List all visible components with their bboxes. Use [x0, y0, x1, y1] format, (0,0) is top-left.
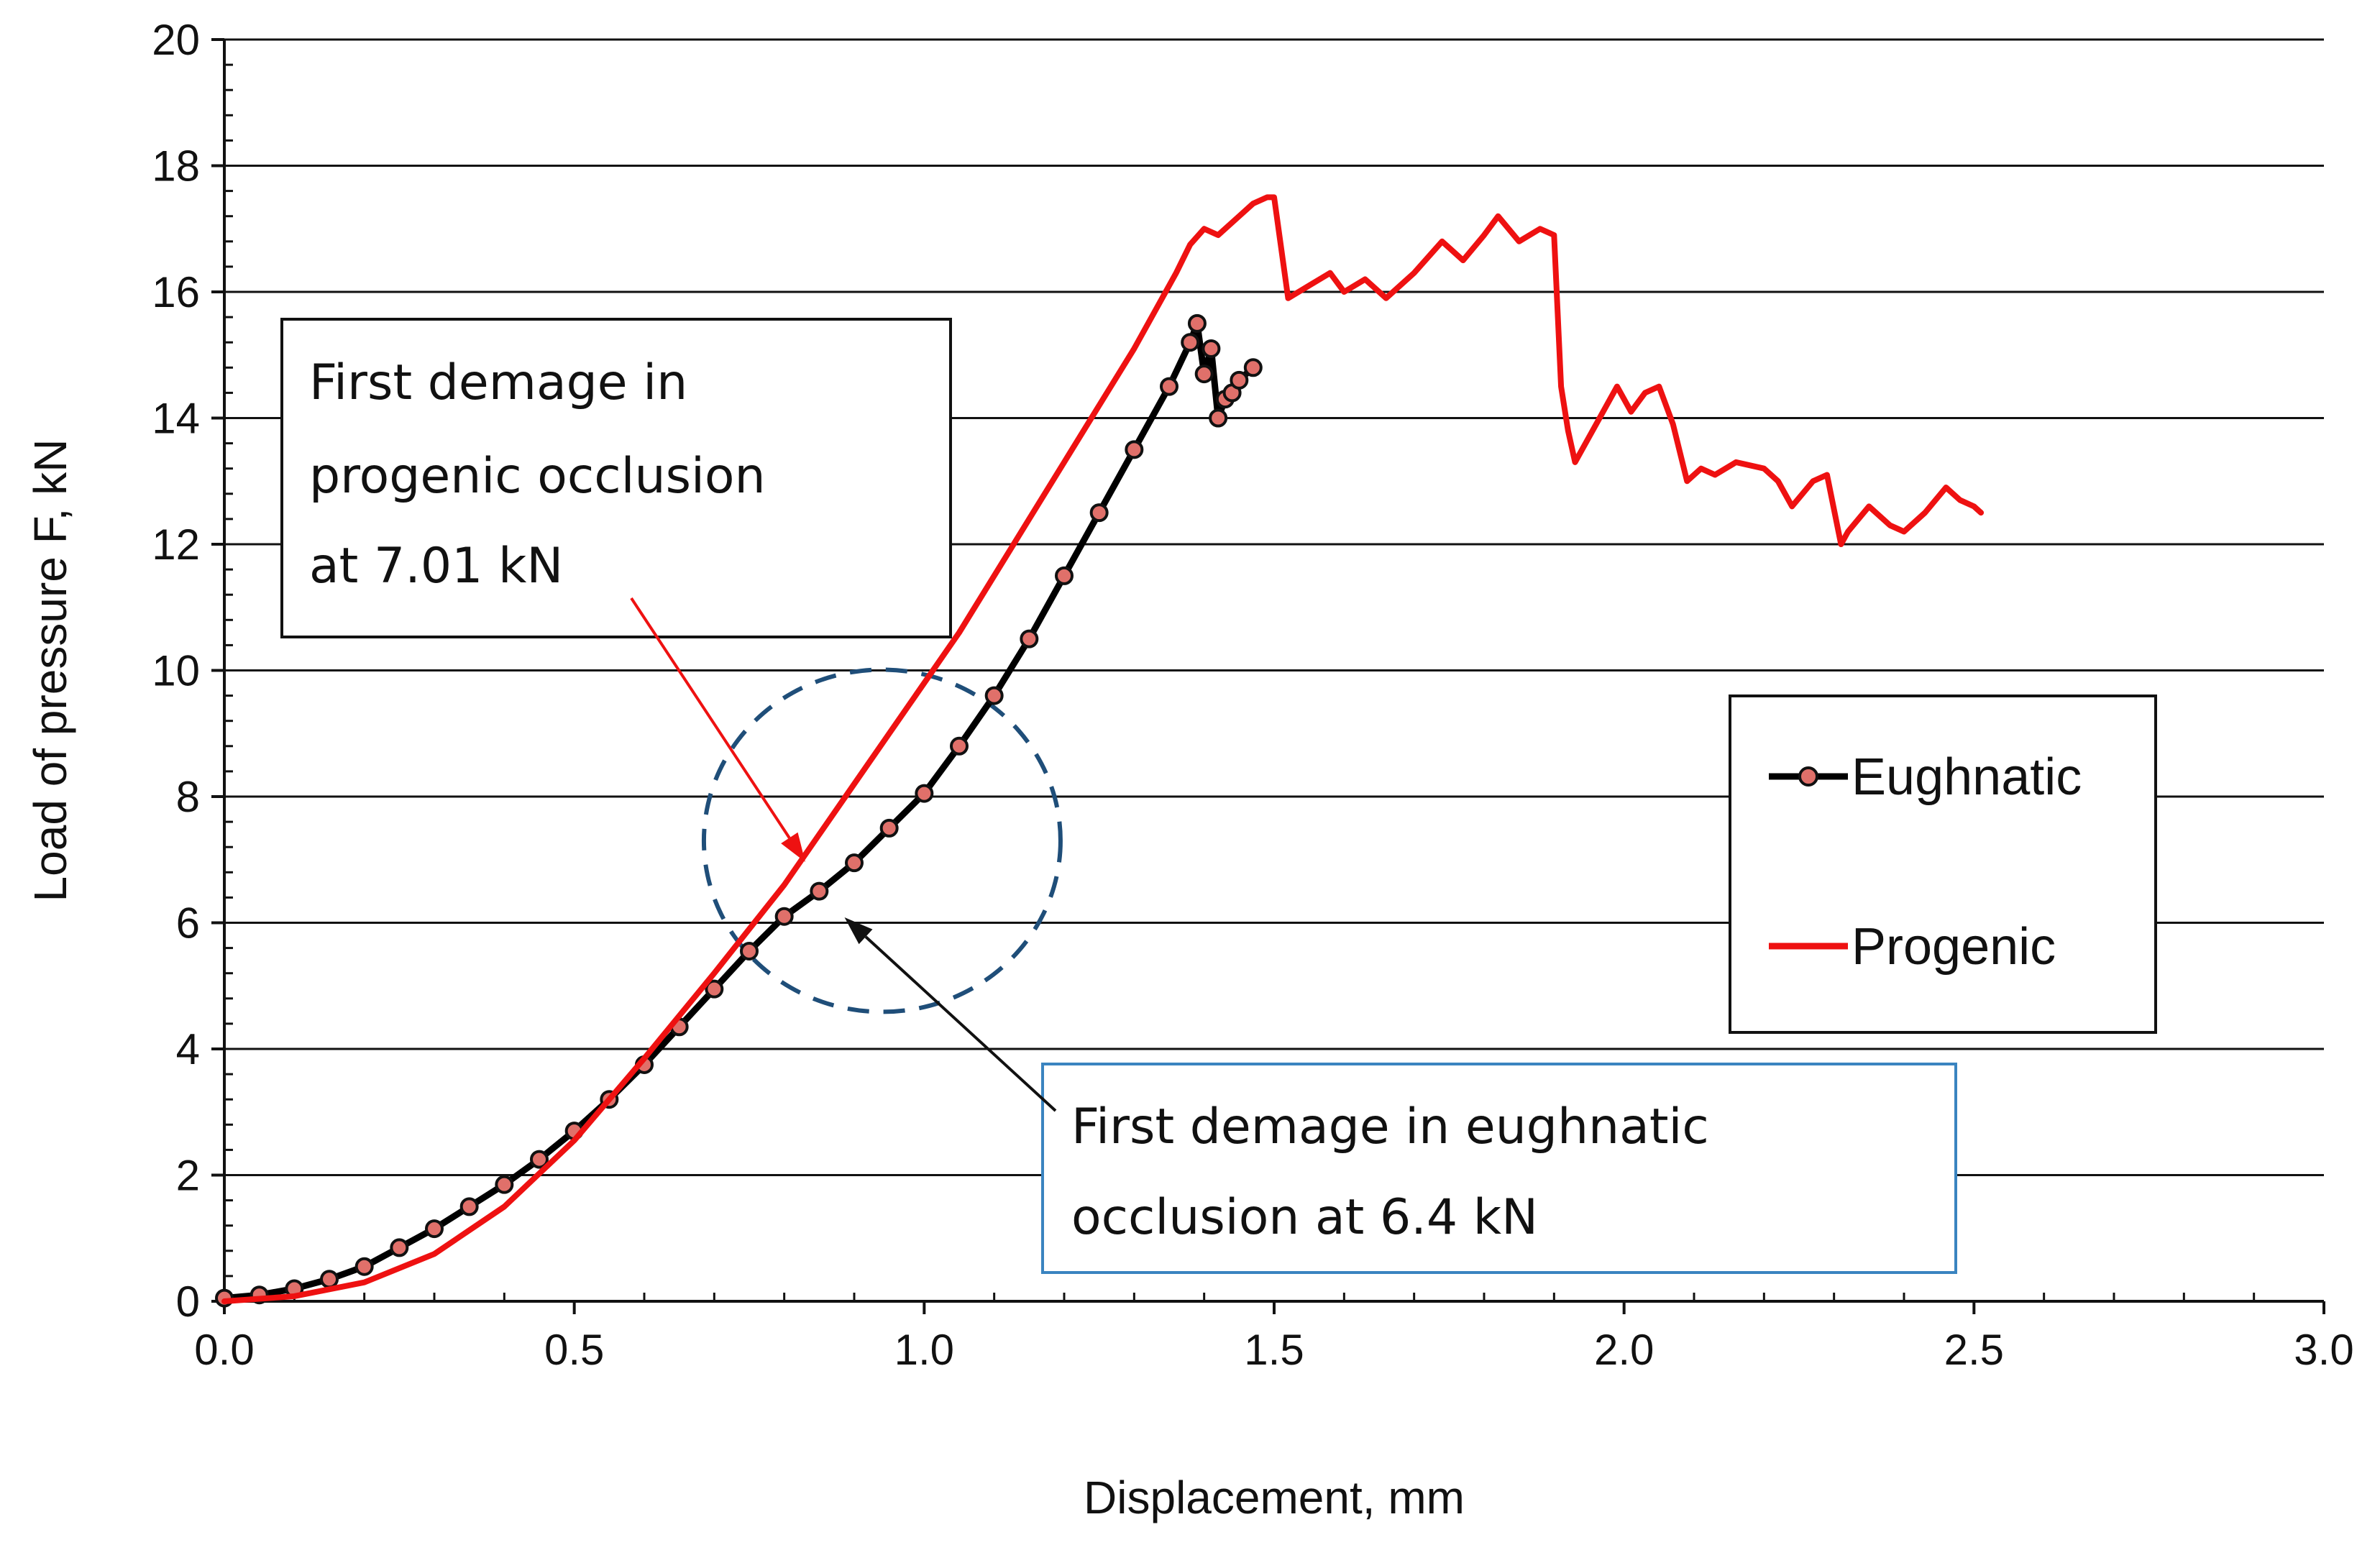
annotation-eughnatic-box: [1041, 1063, 1957, 1274]
data-point-eughnatic: [1160, 377, 1178, 396]
series-markers-eughnatic: [215, 313, 1263, 1308]
annotation-eughnatic: First demage in eughnatic occlusion at 6…: [844, 917, 1957, 1274]
x-tick-label-2.5: 2.5: [1944, 1326, 2004, 1374]
annotation-progenic-arrowhead: [781, 832, 805, 862]
y-tick-label-4: 4: [176, 1025, 200, 1073]
data-point-eughnatic: [1020, 629, 1039, 648]
data-point-eughnatic: [740, 941, 759, 961]
series-layer: [215, 194, 1985, 1308]
x-tick-label-0: 0.0: [194, 1326, 254, 1374]
annotation-progenic-line-2: progenic occlusion: [309, 448, 766, 505]
data-point-eughnatic: [810, 881, 829, 901]
x-axis-label: Displacement, mm: [1084, 1472, 1465, 1523]
annotation-eughnatic-line-1: First demage in eughnatic: [1071, 1099, 1709, 1155]
legend: Eughnatic Progenic: [1729, 694, 2157, 1034]
data-point-eughnatic: [495, 1175, 514, 1194]
data-point-eughnatic: [320, 1270, 339, 1289]
annotation-eughnatic-line-2: occlusion at 6.4 kN: [1071, 1189, 1538, 1246]
data-point-eughnatic: [1230, 370, 1249, 390]
legend-label-eughnatic: Eughnatic: [1852, 748, 2082, 806]
data-point-eughnatic: [984, 686, 1004, 705]
data-point-eughnatic: [1209, 408, 1228, 428]
data-point-eughnatic: [390, 1238, 409, 1257]
data-point-eughnatic: [1089, 503, 1109, 523]
data-point-eughnatic: [1181, 333, 1200, 352]
data-point-eughnatic: [1055, 566, 1074, 585]
data-point-eughnatic: [459, 1197, 479, 1216]
y-tick-label-16: 16: [152, 268, 200, 316]
legend-label-progenic: Progenic: [1852, 918, 2056, 976]
x-tick-label-2: 2.0: [1594, 1326, 1654, 1374]
x-tick-label-3: 3.0: [2294, 1326, 2353, 1374]
y-axis-label: Load of pressure F, kN: [24, 439, 76, 902]
y-tick-label-12: 12: [152, 521, 200, 569]
y-tick-label-20: 20: [152, 16, 200, 64]
data-point-eughnatic: [915, 784, 934, 803]
data-point-eughnatic: [845, 853, 864, 873]
data-point-eughnatic: [879, 818, 899, 838]
data-point-eughnatic: [950, 736, 969, 756]
series-line-progenic: [221, 194, 1985, 1304]
annotation-progenic: First demage in progenic occlusion at 7.…: [280, 318, 952, 862]
y-tick-label-10: 10: [152, 647, 200, 695]
y-tick-label-2: 2: [176, 1152, 200, 1200]
y-tick-label-14: 14: [152, 395, 200, 443]
annotation-eughnatic-arrow: [864, 935, 1057, 1112]
highlight-circle: [701, 667, 1063, 1014]
legend-box: [1729, 694, 2157, 1034]
data-point-eughnatic: [705, 979, 724, 999]
x-tick-label-0.5: 0.5: [544, 1326, 604, 1374]
data-point-eughnatic: [774, 907, 794, 926]
data-point-eughnatic: [530, 1150, 549, 1169]
data-point-eughnatic: [1187, 313, 1207, 333]
annotation-progenic-line-1: First demage in: [309, 354, 687, 411]
data-point-eughnatic: [1194, 365, 1214, 384]
data-point-eughnatic: [1125, 440, 1144, 459]
annotation-progenic-box: [280, 318, 952, 638]
data-point-eughnatic: [425, 1219, 444, 1239]
annotation-progenic-line-3: at 7.01 kN: [309, 538, 563, 595]
x-tick-label-1.5: 1.5: [1244, 1326, 1304, 1374]
data-point-eughnatic: [1202, 339, 1221, 358]
y-tick-label-0: 0: [176, 1278, 200, 1326]
y-tick-label-6: 6: [176, 899, 200, 948]
y-tick-label-18: 18: [152, 142, 200, 191]
data-point-eughnatic: [1243, 358, 1263, 377]
annotation-progenic-arrow: [630, 597, 791, 839]
x-tick-label-1: 1.0: [894, 1326, 954, 1374]
data-point-eughnatic: [354, 1257, 374, 1276]
legend-swatch-eughnatic-marker: [1798, 766, 1818, 787]
gridlines: [224, 38, 2324, 1176]
annotation-eughnatic-arrowhead: [844, 917, 873, 945]
y-tick-label-8: 8: [176, 773, 200, 821]
y-axis-ticks: 0 2 4 6 8 10 12 14 16 18 20: [152, 16, 233, 1326]
